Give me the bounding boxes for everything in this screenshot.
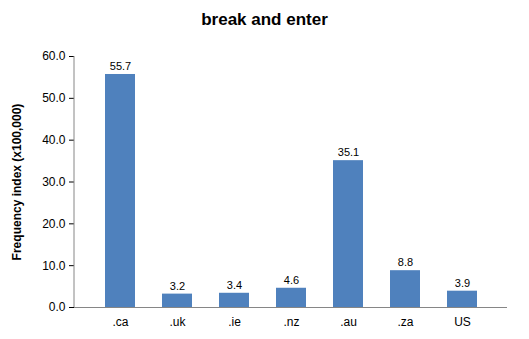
svg-text:20.0: 20.0 <box>42 217 66 231</box>
svg-text:3.2: 3.2 <box>170 280 185 292</box>
svg-text:.ie: .ie <box>228 315 241 329</box>
svg-text:.za: .za <box>397 315 413 329</box>
svg-text:40.0: 40.0 <box>42 133 66 147</box>
html-text:break and enter: break and enter <box>201 10 328 29</box>
svg-text:US: US <box>454 315 471 329</box>
svg-text:0.0: 0.0 <box>49 300 66 314</box>
svg-text:.au: .au <box>340 315 357 329</box>
svg-text:.nz: .nz <box>283 315 299 329</box>
svg-text:30.0: 30.0 <box>42 175 66 189</box>
svg-text:8.8: 8.8 <box>398 256 413 268</box>
svg-text:.uk: .uk <box>169 315 186 329</box>
svg-text:.ca: .ca <box>112 315 128 329</box>
svg-text:50.0: 50.0 <box>42 91 66 105</box>
svg-text:4.6: 4.6 <box>284 274 299 286</box>
svg-text:35.1: 35.1 <box>338 146 359 158</box>
svg-text:3.4: 3.4 <box>227 279 242 291</box>
svg-text:Frequency index (x100,000): Frequency index (x100,000) <box>10 104 24 261</box>
svg-text:3.9: 3.9 <box>455 277 470 289</box>
svg-text:55.7: 55.7 <box>110 60 131 72</box>
svg-text:60.0: 60.0 <box>42 49 66 63</box>
svg-text:10.0: 10.0 <box>42 259 66 273</box>
